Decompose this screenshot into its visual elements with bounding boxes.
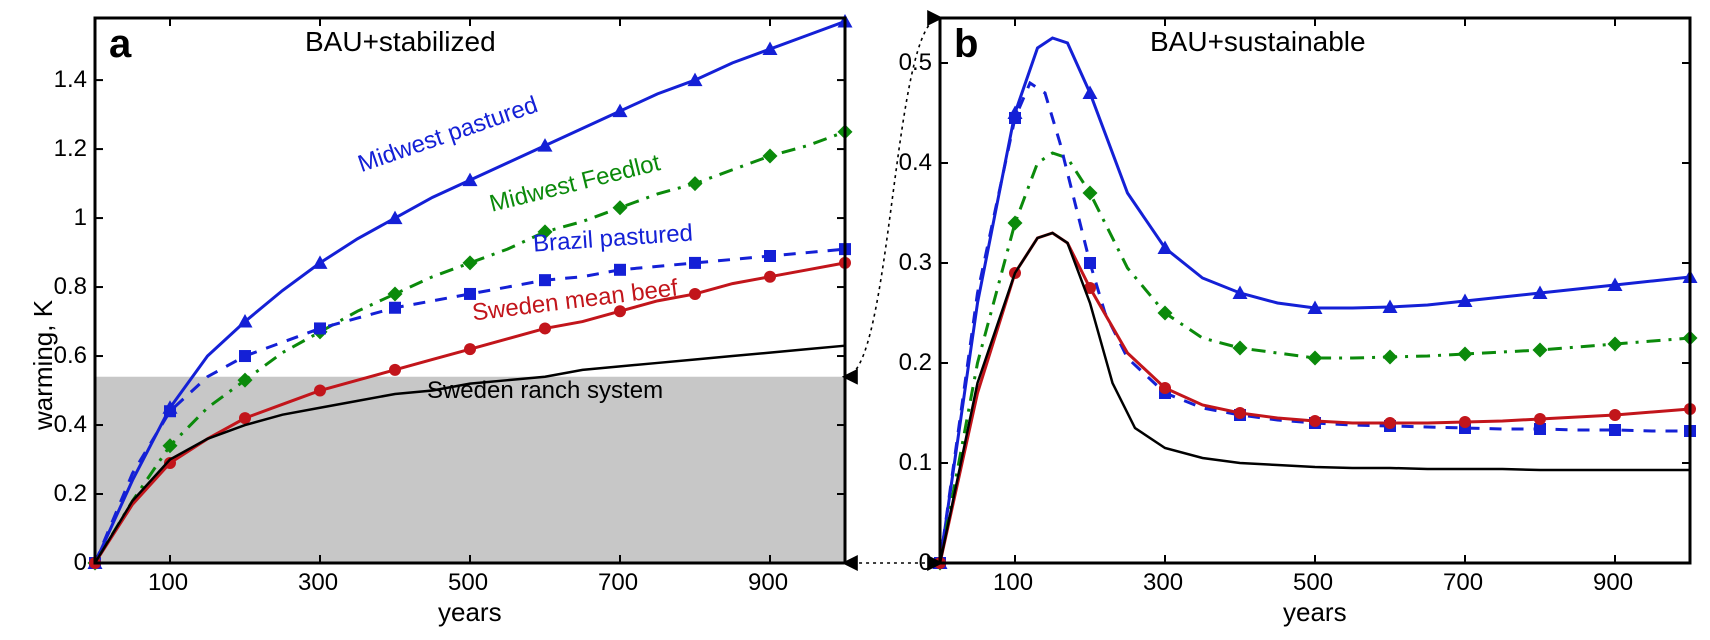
connector-arrow	[845, 18, 940, 377]
figure: warming, K 10030050070090000.20.40.60.81…	[0, 0, 1710, 640]
connector-arrows	[0, 0, 1710, 640]
